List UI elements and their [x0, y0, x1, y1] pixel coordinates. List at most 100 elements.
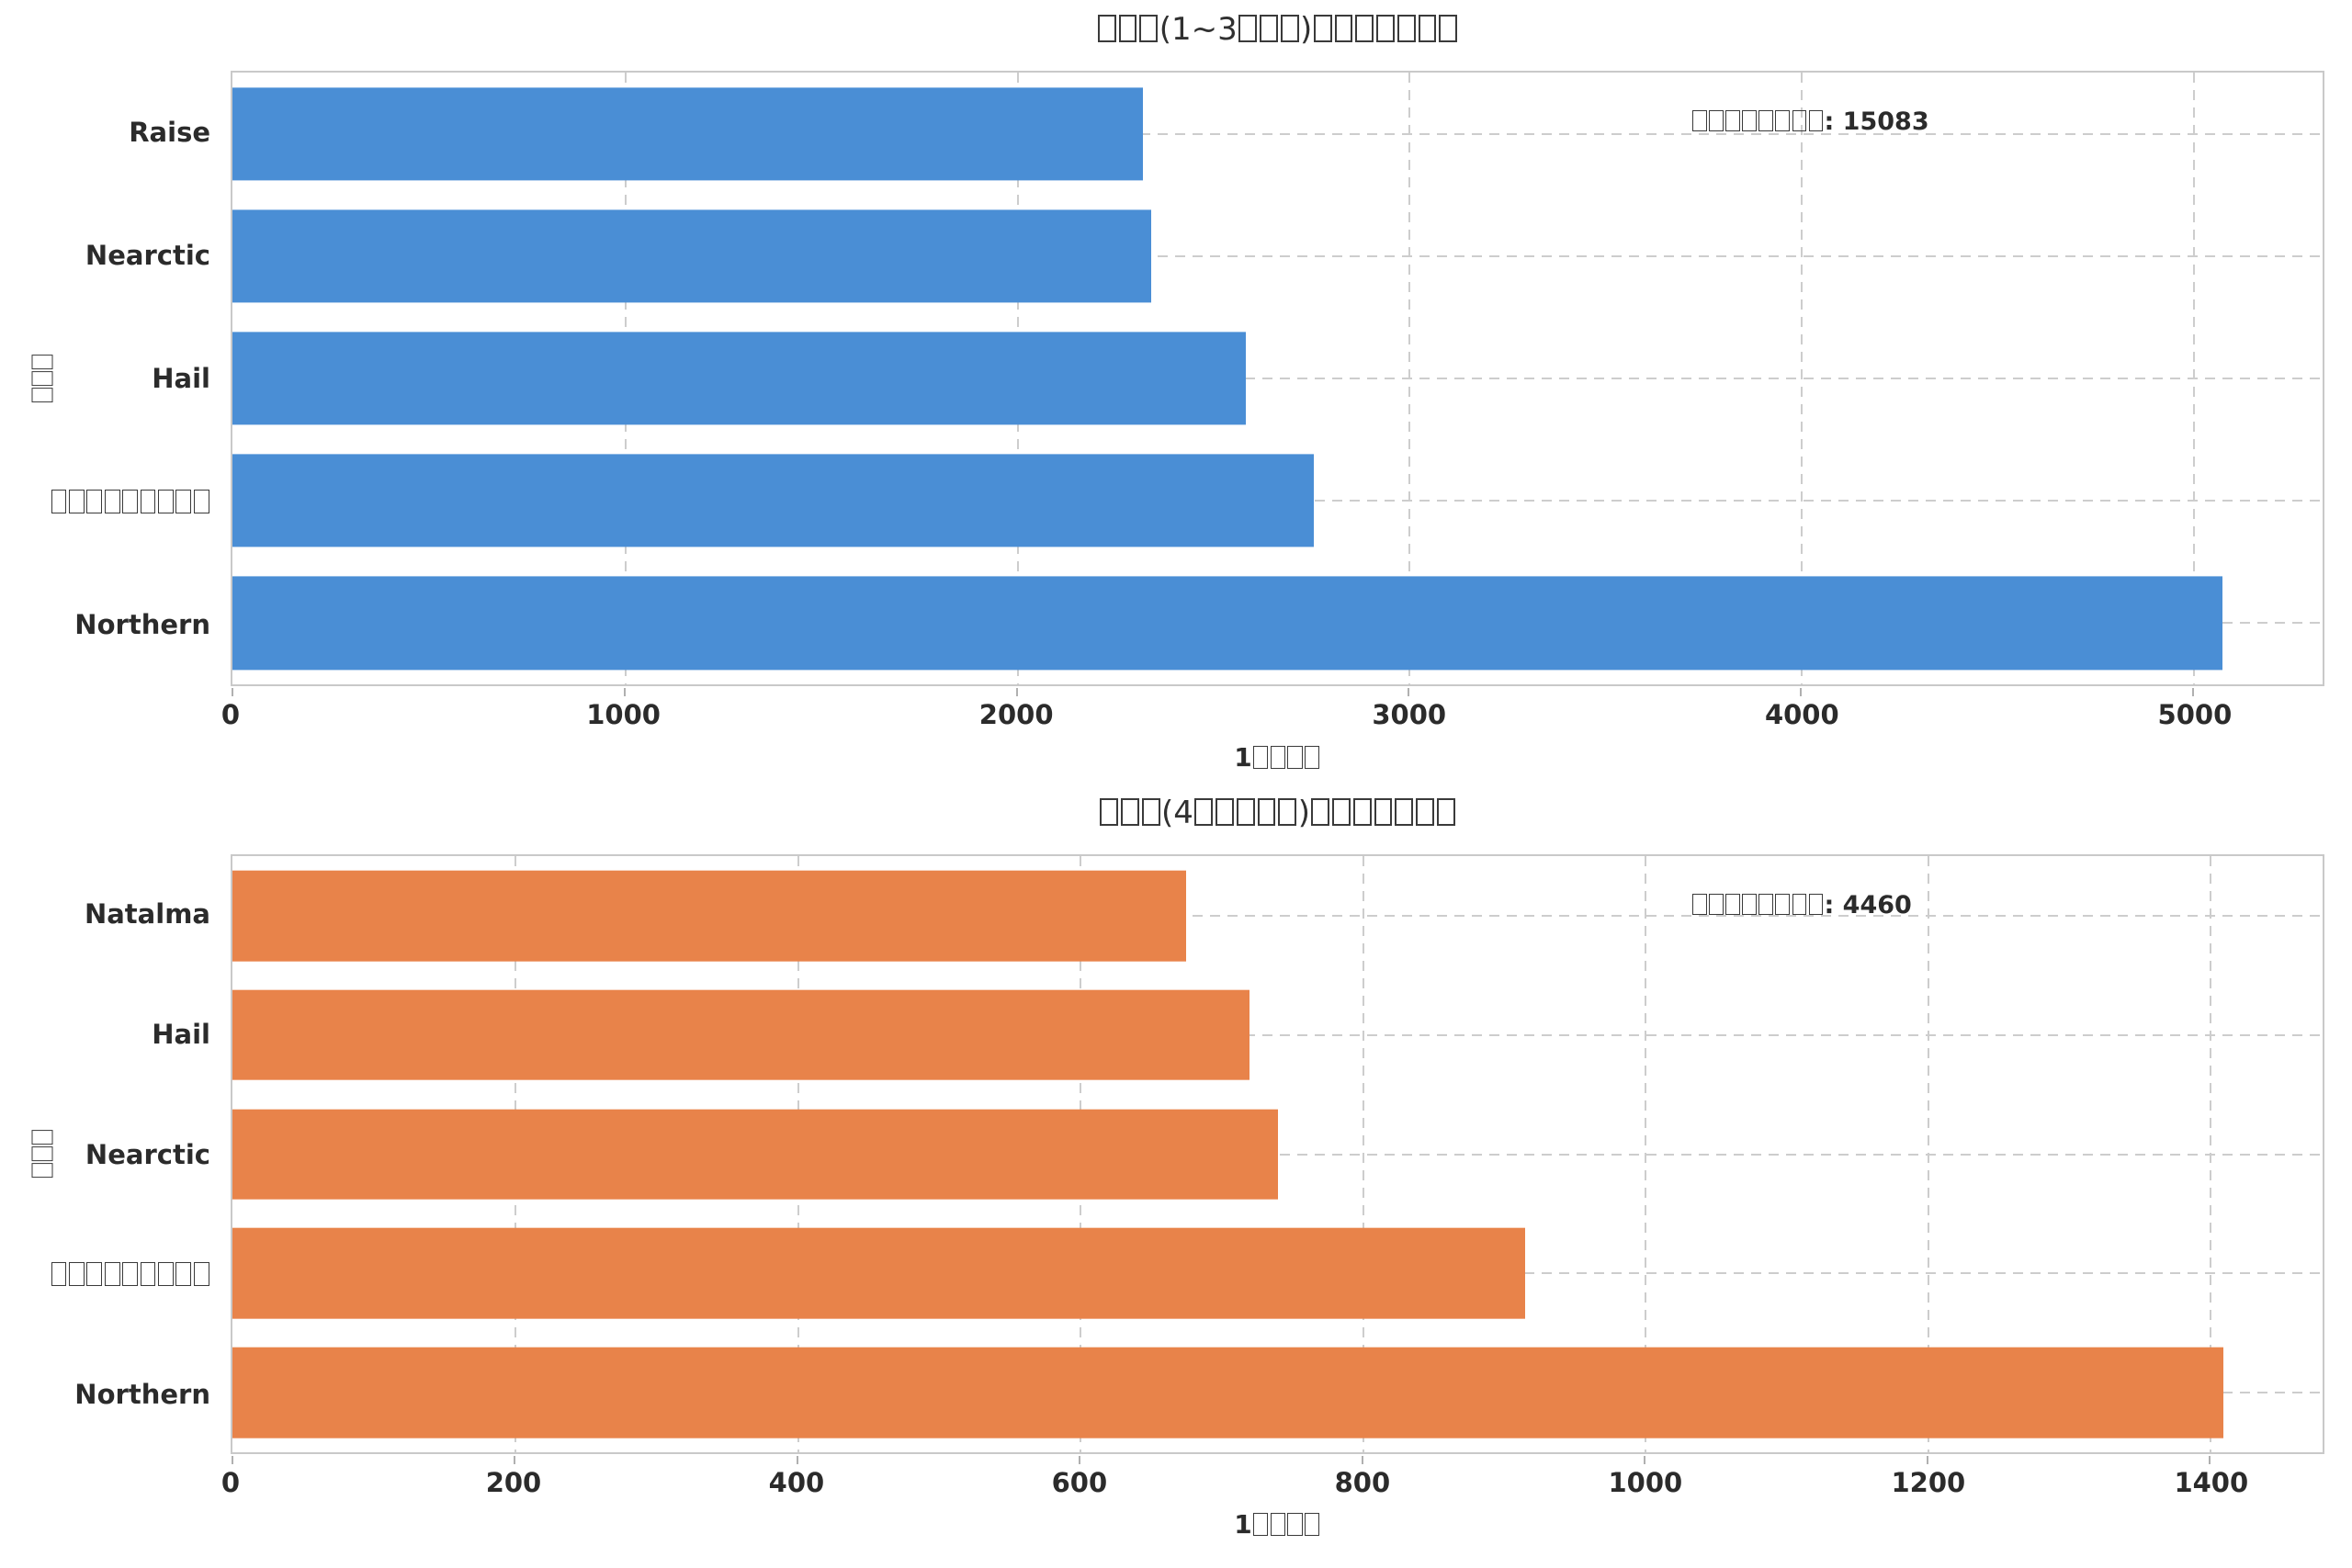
- bar-: [232, 1227, 1525, 1319]
- missing-glyph-box: [1238, 15, 1257, 43]
- x-tick-mark: [1644, 1456, 1646, 1464]
- missing-glyph-box: [1139, 15, 1159, 43]
- x-tick-label: 1200: [1891, 1467, 1966, 1498]
- x-axis-tick-labels: 0 200 400 600 800 1000 1200 1400: [221, 1467, 2324, 1504]
- gridline-y: [232, 1033, 2323, 1036]
- missing-glyph-box: [104, 1262, 120, 1286]
- y-axis-category-labels: Raise Nearctic Hail Northern: [0, 71, 210, 686]
- y-category-label: Raise: [129, 117, 210, 148]
- missing-glyph-box: [1097, 15, 1116, 43]
- x-tick-label: 1400: [2174, 1467, 2249, 1498]
- missing-glyph-box: [86, 490, 103, 513]
- x-axis-label: 1: [231, 1509, 2324, 1540]
- missing-glyph-box: [1352, 798, 1372, 827]
- missing-glyph-box: [104, 490, 120, 513]
- x-tick-label: 0: [220, 1467, 241, 1498]
- missing-glyph-box: [1332, 798, 1351, 827]
- y-category-label: [50, 1258, 210, 1290]
- bar-hail: [232, 332, 1247, 425]
- y-category-label: Natalma: [84, 898, 210, 931]
- y-category-label: Hail: [152, 1018, 210, 1050]
- x-axis-label: 1: [231, 742, 2324, 773]
- missing-glyph-box: [1260, 15, 1278, 43]
- missing-glyph-box: [1374, 798, 1393, 827]
- x-tick-mark: [2192, 688, 2195, 696]
- missing-glyph-box: [1436, 798, 1455, 827]
- missing-glyph-box: [1270, 745, 1285, 769]
- missing-glyph-box: [1808, 893, 1824, 916]
- y-category-label: Nearctic: [85, 240, 210, 271]
- missing-glyph-box: [1725, 109, 1740, 132]
- missing-glyph-box: [1808, 109, 1824, 132]
- x-tick-mark: [1408, 688, 1410, 696]
- missing-glyph-box: [1725, 893, 1740, 916]
- missing-glyph-box: [1758, 109, 1774, 132]
- x-tick-label: 3000: [1372, 699, 1447, 730]
- x-tick-label: 0: [220, 699, 241, 730]
- missing-glyph-box: [1792, 109, 1807, 132]
- missing-glyph-box: [1439, 15, 1458, 43]
- x-tick-label: 4000: [1764, 699, 1839, 730]
- x-tick-mark: [796, 1456, 798, 1464]
- x-tick-label: 2000: [978, 699, 1054, 730]
- x-axis-tick-labels: 0 1000 2000 3000 4000 5000: [221, 699, 2324, 736]
- gridline-y: [232, 378, 2323, 379]
- missing-glyph-box: [1257, 798, 1276, 827]
- gridline-y: [232, 1153, 2323, 1156]
- missing-glyph-box: [158, 490, 174, 513]
- x-tick-mark: [1800, 688, 1803, 696]
- chart-top-blue: (1~3) Raise Nearctic Hail Northern : 15083 …: [0, 11, 2324, 773]
- missing-glyph-box: [1305, 745, 1320, 769]
- missing-glyph-box: [122, 1262, 139, 1286]
- missing-glyph-box: [1287, 1512, 1303, 1536]
- missing-glyph-box: [1313, 15, 1332, 43]
- missing-glyph-box: [51, 490, 67, 513]
- x-tick-mark: [1015, 688, 1018, 696]
- missing-glyph-box: [1396, 15, 1416, 43]
- missing-glyph-box: [1141, 798, 1160, 827]
- x-tick-label: 600: [1051, 1467, 1108, 1498]
- missing-glyph-box: [1742, 893, 1757, 916]
- missing-glyph-box: [193, 1262, 209, 1286]
- x-tick-label: 200: [485, 1467, 542, 1498]
- missing-glyph-box: [1775, 893, 1791, 916]
- missing-glyph-box: [1775, 109, 1791, 132]
- missing-glyph-box: [1311, 798, 1330, 827]
- x-tick-mark: [1926, 1456, 1928, 1464]
- missing-glyph-box: [193, 490, 209, 513]
- bar-northern: [232, 1347, 2224, 1438]
- chart-title: (1~3): [231, 11, 2324, 48]
- x-tick-mark: [2209, 1456, 2211, 1464]
- bar-: [232, 454, 1315, 547]
- chart-bottom-orange: (4) Natalma Hail Nearctic Northern : 4460 0…: [0, 784, 2352, 1568]
- bar-nearctic: [232, 209, 1152, 303]
- plot-area: : 15083: [231, 71, 2324, 696]
- missing-glyph-box: [140, 1262, 156, 1286]
- missing-glyph-box: [1742, 109, 1757, 132]
- missing-glyph-box: [1253, 1512, 1269, 1536]
- missing-glyph-box: [1692, 893, 1707, 916]
- x-tick-mark: [514, 1456, 516, 1464]
- missing-glyph-box: [1270, 1512, 1285, 1536]
- missing-glyph-box: [1418, 15, 1437, 43]
- missing-glyph-box: [69, 490, 85, 513]
- gridline-y: [232, 914, 2323, 917]
- missing-glyph-box: [1692, 109, 1707, 132]
- gridline-y: [232, 254, 2323, 257]
- missing-glyph-box: [1305, 1512, 1320, 1536]
- x-tick-mark: [1361, 1456, 1363, 1464]
- missing-glyph-box: [1216, 798, 1234, 827]
- missing-glyph-box: [86, 1262, 103, 1286]
- missing-glyph-box: [1376, 15, 1395, 43]
- y-category-label: Northern: [74, 609, 210, 640]
- bar-nearctic: [232, 1109, 1278, 1200]
- missing-glyph-box: [1194, 798, 1214, 827]
- missing-glyph-box: [175, 1262, 192, 1286]
- missing-glyph-box: [69, 1262, 85, 1286]
- missing-glyph-box: [1709, 109, 1724, 132]
- y-category-label: Northern: [74, 1378, 210, 1410]
- total-annotation: : 4460: [1691, 891, 1912, 919]
- x-tick-label: 1000: [1608, 1467, 1683, 1498]
- chart-title: (4): [231, 795, 2324, 831]
- missing-glyph-box: [140, 490, 156, 513]
